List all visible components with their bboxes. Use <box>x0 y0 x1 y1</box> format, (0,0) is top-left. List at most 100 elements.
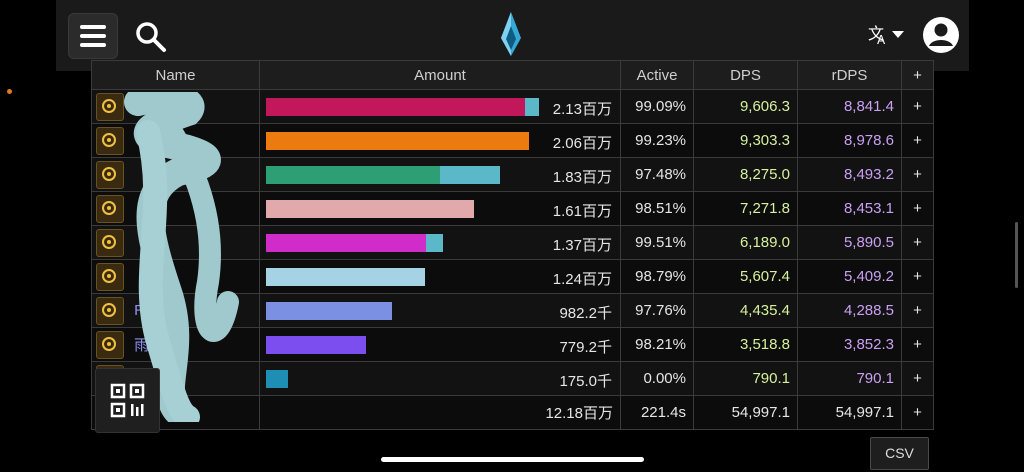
account-avatar-icon[interactable] <box>922 16 960 54</box>
player-name-cell <box>91 89 260 124</box>
total-active: 221.4s <box>620 395 694 430</box>
active-value: 0.00% <box>620 361 694 396</box>
col-amount-header[interactable]: Amount <box>259 60 621 90</box>
rdps-value: 4,288.5 <box>797 293 902 328</box>
csv-export-button[interactable]: CSV <box>870 437 929 470</box>
crystal-logo-icon <box>501 12 521 56</box>
table-row[interactable]: 雨 779.2千 98.21% 3,518.8 3,852.3 + <box>91 327 934 362</box>
table-row[interactable]: 1.83百万 97.48% 8,275.0 8,493.2 + <box>91 157 934 192</box>
scrollbar[interactable] <box>1015 222 1018 288</box>
job-icon-6 <box>96 262 124 291</box>
amount-bar <box>266 267 425 286</box>
dps-value: 9,606.3 <box>693 89 798 124</box>
rdps-value: 8,841.4 <box>797 89 902 124</box>
player-name-cell <box>91 259 260 294</box>
player-name-cell <box>91 157 260 192</box>
rdps-value: 8,978.6 <box>797 123 902 158</box>
amount-bar-cell: 779.2千 <box>259 327 621 362</box>
row-expand-button[interactable]: + <box>901 157 934 192</box>
player-name-cell <box>91 225 260 260</box>
row-expand-button[interactable]: + <box>901 191 934 226</box>
row-expand-button[interactable]: + <box>901 361 934 396</box>
dps-value: 790.1 <box>693 361 798 396</box>
amount-value: 982.2千 <box>559 305 612 322</box>
col-rdps-header[interactable]: rDPS <box>797 60 902 90</box>
job-icon-5 <box>96 228 124 257</box>
rdps-value: 5,409.2 <box>797 259 902 294</box>
amount-bar-cell: 1.61百万 <box>259 191 621 226</box>
search-icon[interactable] <box>134 20 168 54</box>
amount-value: 779.2千 <box>559 339 612 356</box>
translate-icon[interactable]: 文 A <box>866 20 906 48</box>
amount-value: 1.61百万 <box>552 203 612 220</box>
player-name-cell: R <box>91 293 260 328</box>
row-expand-button[interactable]: + <box>901 89 934 124</box>
hamburger-menu-icon[interactable] <box>68 13 118 59</box>
damage-table: Name Amount Active DPS rDPS + 2.13百万 99.… <box>91 60 934 430</box>
table-row[interactable]: 1.24百万 98.79% 5,607.4 5,409.2 + <box>91 259 934 294</box>
job-icon-7 <box>96 296 124 325</box>
amount-bar <box>266 131 529 150</box>
amount-bar-cell: 1.83百万 <box>259 157 621 192</box>
col-active-header[interactable]: Active <box>620 60 694 90</box>
row-expand-button[interactable]: + <box>901 259 934 294</box>
row-expand-button[interactable]: + <box>901 327 934 362</box>
amount-bar-extra <box>440 165 500 184</box>
home-indicator[interactable] <box>381 457 644 462</box>
table-row[interactable]: 1.37百万 99.51% 6,189.0 5,890.5 + <box>91 225 934 260</box>
rdps-value: 3,852.3 <box>797 327 902 362</box>
qr-code-button[interactable] <box>95 368 160 433</box>
dps-value: 6,189.0 <box>693 225 798 260</box>
col-dps-header[interactable]: DPS <box>693 60 798 90</box>
amount-bar-cell: 1.37百万 <box>259 225 621 260</box>
table-row[interactable]: 1.61百万 98.51% 7,271.8 8,453.1 + <box>91 191 934 226</box>
active-value: 98.21% <box>620 327 694 362</box>
player-name-cell: 雨 <box>91 327 260 362</box>
total-expand-button[interactable]: + <box>901 395 934 430</box>
amount-bar-cell: 2.13百万 <box>259 89 621 124</box>
job-icon-1 <box>96 92 124 121</box>
dps-value: 5,607.4 <box>693 259 798 294</box>
job-icon-2 <box>96 126 124 155</box>
dps-value: 3,518.8 <box>693 327 798 362</box>
row-expand-button[interactable]: + <box>901 293 934 328</box>
col-name-header[interactable]: Name <box>91 60 260 90</box>
amount-bar <box>266 199 474 218</box>
amount-value: 1.24百万 <box>552 271 612 288</box>
amount-value: 1.37百万 <box>552 237 612 254</box>
amount-bar <box>266 335 366 354</box>
rdps-value: 5,890.5 <box>797 225 902 260</box>
job-icon-4 <box>96 194 124 223</box>
active-value: 98.51% <box>620 191 694 226</box>
total-dps: 54,997.1 <box>693 395 798 430</box>
top-app-bar: 文 A <box>56 0 969 71</box>
row-expand-button[interactable]: + <box>901 123 934 158</box>
total-row: 12.18百万 221.4s 54,997.1 54,997.1 + <box>91 395 934 430</box>
dps-value: 4,435.4 <box>693 293 798 328</box>
amount-bar <box>266 301 392 320</box>
amount-bar-cell: 2.06百万 <box>259 123 621 158</box>
amount-bar <box>266 165 440 184</box>
table-row[interactable]: 2.06百万 99.23% 9,303.3 8,978.6 + <box>91 123 934 158</box>
amount-value: 2.13百万 <box>552 101 612 118</box>
amount-bar-extra <box>525 97 539 116</box>
player-name: R <box>134 302 146 319</box>
player-name-cell <box>91 123 260 158</box>
table-row[interactable]: k 175.0千 0.00% 790.1 790.1 + <box>91 361 934 396</box>
active-value: 99.23% <box>620 123 694 158</box>
row-expand-button[interactable]: + <box>901 225 934 260</box>
dps-value: 9,303.3 <box>693 123 798 158</box>
amount-bar <box>266 97 525 116</box>
amount-value: 2.06百万 <box>552 135 612 152</box>
damage-table-wrap: Name Amount Active DPS rDPS + 2.13百万 99.… <box>91 60 934 430</box>
total-amount: 12.18百万 <box>259 395 621 430</box>
player-name: 雨 <box>134 337 150 354</box>
add-column-button[interactable]: + <box>901 60 934 90</box>
total-rdps: 54,997.1 <box>797 395 902 430</box>
qr-code-icon <box>110 383 145 418</box>
amount-value: 175.0千 <box>559 373 612 390</box>
table-row[interactable]: 2.13百万 99.09% 9,606.3 8,841.4 + <box>91 89 934 124</box>
table-row[interactable]: R 982.2千 97.76% 4,435.4 4,288.5 + <box>91 293 934 328</box>
amount-bar-cell: 1.24百万 <box>259 259 621 294</box>
status-dot <box>7 89 12 94</box>
